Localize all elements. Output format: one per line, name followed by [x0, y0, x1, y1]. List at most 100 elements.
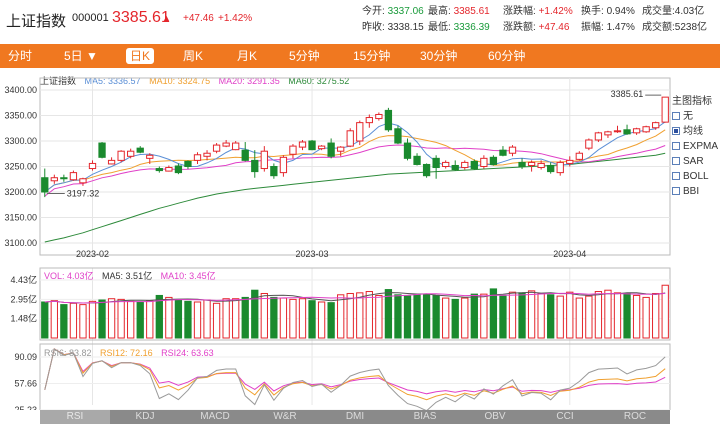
price-change-pct: +1.42%	[218, 13, 253, 24]
candle-body	[537, 162, 545, 169]
candle-body	[212, 144, 221, 152]
tab-wr[interactable]: W&R	[273, 411, 297, 422]
stat-value: 3385.61	[453, 6, 490, 17]
date-axis-label: 2023-04	[553, 249, 586, 259]
tab-weekly-k[interactable]: 周K	[183, 49, 204, 63]
rsi12-line	[44, 348, 666, 401]
candle-body	[346, 130, 354, 147]
candle-body	[575, 152, 583, 160]
checkbox-icon[interactable]	[672, 112, 680, 120]
candle-body	[489, 156, 498, 165]
volume-bar	[136, 301, 144, 339]
tab-60min[interactable]: 60分钟	[488, 49, 526, 63]
volume-bar	[232, 298, 240, 339]
indicator-option-ma[interactable]: 均线	[672, 124, 720, 139]
stat-value: 1.47%	[606, 22, 635, 33]
ma10-line	[44, 129, 666, 193]
tab-obv[interactable]: OBV	[484, 411, 506, 422]
legend-title: 上证指数	[40, 76, 77, 86]
option-label: BOLL	[683, 171, 709, 182]
candle-body	[403, 142, 412, 159]
candle-body	[566, 159, 574, 164]
volume-bar	[480, 293, 488, 339]
checkbox-icon[interactable]	[672, 187, 680, 195]
candle-body	[337, 146, 345, 152]
volume-bar	[79, 304, 87, 339]
candle-body	[88, 162, 97, 170]
tab-macd[interactable]: MACD	[200, 411, 230, 422]
stat-label: 今开:	[362, 6, 385, 17]
indicator-option-boll[interactable]: BOLL	[672, 169, 720, 184]
candle-body	[451, 164, 459, 171]
indicator-option-none[interactable]: 无	[672, 109, 720, 124]
checkbox-checked-icon[interactable]	[672, 127, 680, 135]
candle-body	[146, 154, 154, 159]
volume-bar	[442, 297, 450, 339]
tab-monthly-k[interactable]: 月K	[237, 49, 258, 63]
volume-bar	[260, 292, 268, 339]
tab-roc[interactable]: ROC	[623, 411, 647, 422]
volume-bar	[508, 291, 517, 339]
candle-body	[251, 159, 259, 173]
tab-kdj[interactable]: KDJ	[135, 411, 155, 422]
volume-bar	[585, 295, 593, 339]
date-axis-label: 2023-03	[296, 249, 329, 259]
tab-30min[interactable]: 30分钟	[420, 49, 458, 63]
tab-intraday[interactable]: 分时	[8, 49, 33, 63]
indicator-option-sar[interactable]: SAR	[672, 154, 720, 169]
volume-bar	[60, 304, 68, 339]
stat-value: 3337.06	[387, 6, 424, 17]
tab-dmi[interactable]: DMI	[345, 411, 365, 422]
checkbox-icon[interactable]	[672, 142, 680, 150]
volume-bar	[88, 300, 97, 339]
stat-label: 最高:	[428, 6, 451, 17]
rsi-legend: RSI6: 83.82 RSI12: 72.16 RSI24: 63.63	[44, 348, 220, 358]
candle-body	[317, 145, 326, 150]
tab-rsi[interactable]: RSI	[40, 410, 110, 424]
option-label: 均线	[683, 126, 703, 137]
indicator-option-bbi[interactable]: BBI	[672, 184, 720, 199]
tab-cci[interactable]: CCI	[556, 411, 574, 422]
high-annotation: 3385.61	[611, 89, 644, 99]
candle-body	[232, 142, 240, 151]
rsi-panel-frame	[39, 343, 671, 410]
candle-body	[327, 142, 335, 157]
candle-body	[499, 149, 507, 156]
tab-15min[interactable]: 15分钟	[353, 49, 391, 63]
stat-label: 涨跌幅:	[503, 6, 536, 17]
tab-bias[interactable]: BIAS	[413, 411, 437, 422]
candle-body	[365, 117, 373, 124]
candle-body	[107, 159, 116, 165]
stats-volume: 成交量:4.03亿 成交额:5238亿	[642, 4, 707, 36]
stat-label: 成交量:	[642, 6, 675, 17]
volume-bar	[623, 292, 631, 339]
volume-legend: VOL: 4.03亿 MA5: 3.51亿 MA10: 3.45亿	[44, 269, 222, 282]
volume-bar	[337, 294, 345, 339]
kline-chart[interactable]: 3400.00 3350.00 3300.00 3250.00 3200.00 3150.…	[0, 68, 672, 410]
volume-bar	[193, 301, 202, 339]
candle-body	[422, 163, 431, 177]
ma20-line	[44, 144, 666, 197]
volume-axis-label: 1.48亿	[10, 313, 37, 324]
option-label: BBI	[683, 186, 700, 197]
tab-5min[interactable]: 5分钟	[289, 49, 320, 63]
indicator-option-expma[interactable]: EXPMA	[672, 139, 720, 154]
volume-axis-label: 4.43亿	[10, 274, 37, 285]
checkbox-icon[interactable]	[672, 157, 680, 165]
stat-label: 成交额:	[642, 22, 675, 33]
stat-value: 3336.39	[453, 22, 490, 33]
volume-bar	[346, 292, 354, 339]
candle-body	[518, 161, 526, 167]
tab-daily-k[interactable]: 日K	[126, 48, 155, 64]
candle-body	[442, 161, 450, 167]
stat-value: +47.46	[538, 22, 570, 33]
candle-body	[652, 122, 660, 129]
tab-5day[interactable]: 5日 ▼	[64, 49, 98, 63]
price-axis-label: 3150.00	[4, 213, 37, 223]
legend-rsi24: RSI24: 63.63	[161, 348, 214, 358]
candle-body	[642, 126, 650, 133]
checkbox-icon[interactable]	[672, 172, 680, 180]
stats-turnover: 换手: 0.94% 振幅: 1.47%	[581, 4, 635, 36]
volume-bar	[604, 289, 612, 339]
candle-body	[527, 161, 536, 166]
